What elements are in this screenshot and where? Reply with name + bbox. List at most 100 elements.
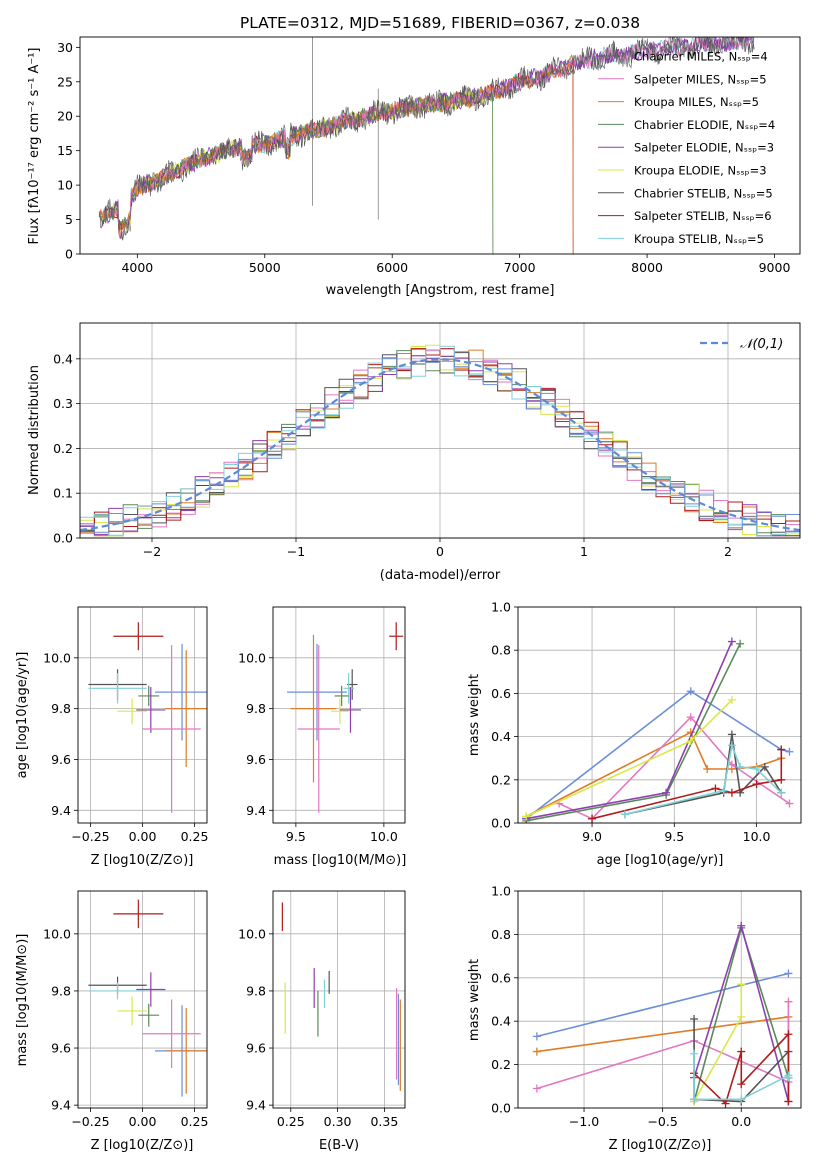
y-tick-label: 0.1 <box>53 486 73 501</box>
x-tick-label: 9.5 <box>664 829 684 844</box>
weight-marker <box>721 1099 730 1108</box>
weight-line <box>525 690 790 820</box>
weight-marker <box>784 1073 793 1082</box>
weight-marker <box>690 1095 699 1104</box>
weight-marker <box>737 980 746 989</box>
weight-marker <box>690 1015 699 1024</box>
weight-marker <box>686 713 695 722</box>
legend-label: Salpeter MILES, Nₛₛₚ=5 <box>634 72 767 86</box>
legend-label: Kroupa ELODIE, Nₛₛₚ=3 <box>634 164 767 178</box>
x-tick-label: 0.0 <box>731 1114 751 1129</box>
y-tick-label: 0.2 <box>491 1057 511 1072</box>
x-tick-label: −2 <box>143 544 161 559</box>
weight-marker <box>760 762 769 771</box>
y-tick-label: 9.8 <box>246 701 266 716</box>
y-tick-label: 25 <box>57 74 73 89</box>
y-tick-label: 0 <box>65 247 73 262</box>
weight-line <box>591 749 783 820</box>
panel-0: 4000 5000 6000 7000 8000 9000 0 5 10 15 20 25 30 wave… <box>27 36 801 298</box>
x-tick-label: 4000 <box>121 260 153 275</box>
legend-label: Salpeter ELODIE, Nₛₛₚ=3 <box>634 141 774 155</box>
x-tick-label: −0.25 <box>71 1114 109 1129</box>
panel-4: 9.0 9.5 10.0 0.0 0.2 0.4 0.6 0.8 1.0 age [log10(a… <box>467 600 802 868</box>
spectrum-line <box>100 58 574 254</box>
y-tick-label: 0.2 <box>491 772 511 787</box>
error-bars <box>281 902 401 1091</box>
y-tick-label: 0.8 <box>491 643 511 658</box>
weight-marker <box>777 775 786 784</box>
weight-marker <box>736 639 745 648</box>
legend-label: 𝒩(0,1) <box>740 337 783 352</box>
x-tick-label: 9000 <box>759 260 791 275</box>
axes-frame <box>79 322 801 539</box>
axes-frame <box>79 36 801 255</box>
spectrum-line <box>100 37 755 230</box>
axes-frame <box>517 606 802 824</box>
y-tick-label: 30 <box>57 40 73 55</box>
y-axis-label: age [log10(age/yr)] <box>15 652 30 779</box>
weight-marker <box>686 736 695 745</box>
weight-marker <box>752 765 761 773</box>
weight-marker <box>737 1095 746 1104</box>
spectrum-line <box>100 37 755 231</box>
y-tick-label: 0.0 <box>53 531 73 546</box>
panel-7: −1.0 −0.5 0.0 0.0 0.2 0.4 0.6 0.8 1.0 Z [log10(Z/… <box>467 884 802 1153</box>
y-tick-label: 5 <box>65 212 73 227</box>
y-axis-label: mass [log10(M/M⊙)] <box>15 934 30 1067</box>
y-tick-label: 10.0 <box>43 926 71 941</box>
x-tick-label: 0 <box>436 544 444 559</box>
y-tick-label: 0.6 <box>491 686 511 701</box>
y-tick-label: 0.0 <box>491 1101 511 1116</box>
weight-marker <box>719 786 728 795</box>
weight-marker <box>532 1047 541 1056</box>
weight-marker <box>727 788 736 797</box>
legend-label: Chabrier ELODIE, Nₛₛₚ=4 <box>634 118 775 132</box>
y-tick-label: 20 <box>57 109 73 124</box>
x-tick-label: −0.5 <box>647 1114 677 1129</box>
weight-marker <box>752 780 761 789</box>
axes-frame <box>77 890 208 1109</box>
weight-marker <box>784 969 793 978</box>
axes-frame <box>272 606 406 824</box>
weight-lines <box>522 637 794 823</box>
weight-marker <box>736 762 745 771</box>
y-axis-label: mass weight <box>467 959 482 1041</box>
y-tick-label: 0.4 <box>491 729 511 744</box>
x-tick-label: 0.00 <box>129 829 157 844</box>
x-tick-label: −1 <box>287 544 305 559</box>
x-axis-label: age [log10(age/yr)] <box>597 853 724 868</box>
y-tick-label: 0.4 <box>53 351 73 366</box>
weight-marker <box>690 1049 699 1058</box>
panel-2: −0.25 0.00 0.25 9.4 9.6 9.8 10.0 Z [log10(Z/Z⊙)… <box>15 606 208 868</box>
weight-marker <box>727 730 736 739</box>
weight-marker <box>777 745 786 754</box>
x-tick-label: 1 <box>580 544 588 559</box>
x-tick-label: 7000 <box>504 260 536 275</box>
weight-marker <box>727 637 736 646</box>
x-tick-label: 0.25 <box>277 1114 305 1129</box>
y-tick-label: 1.0 <box>491 600 511 615</box>
y-tick-label: 10.0 <box>238 926 266 941</box>
normal-curve <box>80 358 800 532</box>
axes-frame <box>77 606 208 824</box>
y-tick-label: 1.0 <box>491 884 511 899</box>
weight-marker <box>737 1080 746 1089</box>
weight-marker <box>703 765 712 773</box>
x-axis-label: Z [log10(Z/Z⊙)] <box>91 853 194 868</box>
y-axis-label: mass weight <box>467 674 482 756</box>
weight-marker <box>588 814 597 823</box>
y-tick-label: 15 <box>57 143 73 158</box>
weight-marker <box>662 788 671 797</box>
panel-6: 0.25 0.30 0.35 9.4 9.6 9.8 10.0 E(B-V) <box>238 890 406 1153</box>
y-tick-label: 9.6 <box>51 752 71 767</box>
error-bars <box>88 622 207 813</box>
y-tick-label: 9.6 <box>246 752 266 767</box>
x-tick-label: 9.5 <box>286 829 306 844</box>
y-tick-label: 0.4 <box>491 1014 511 1029</box>
y-tick-label: 9.8 <box>51 701 71 716</box>
x-axis-label: mass [log10(M/M⊙)] <box>274 853 407 868</box>
x-tick-label: 8000 <box>631 260 663 275</box>
y-tick-label: 9.4 <box>51 803 71 818</box>
legend-label: Chabrier STELIB, Nₛₛₚ=5 <box>634 186 773 200</box>
spectrum-line <box>98 37 753 239</box>
